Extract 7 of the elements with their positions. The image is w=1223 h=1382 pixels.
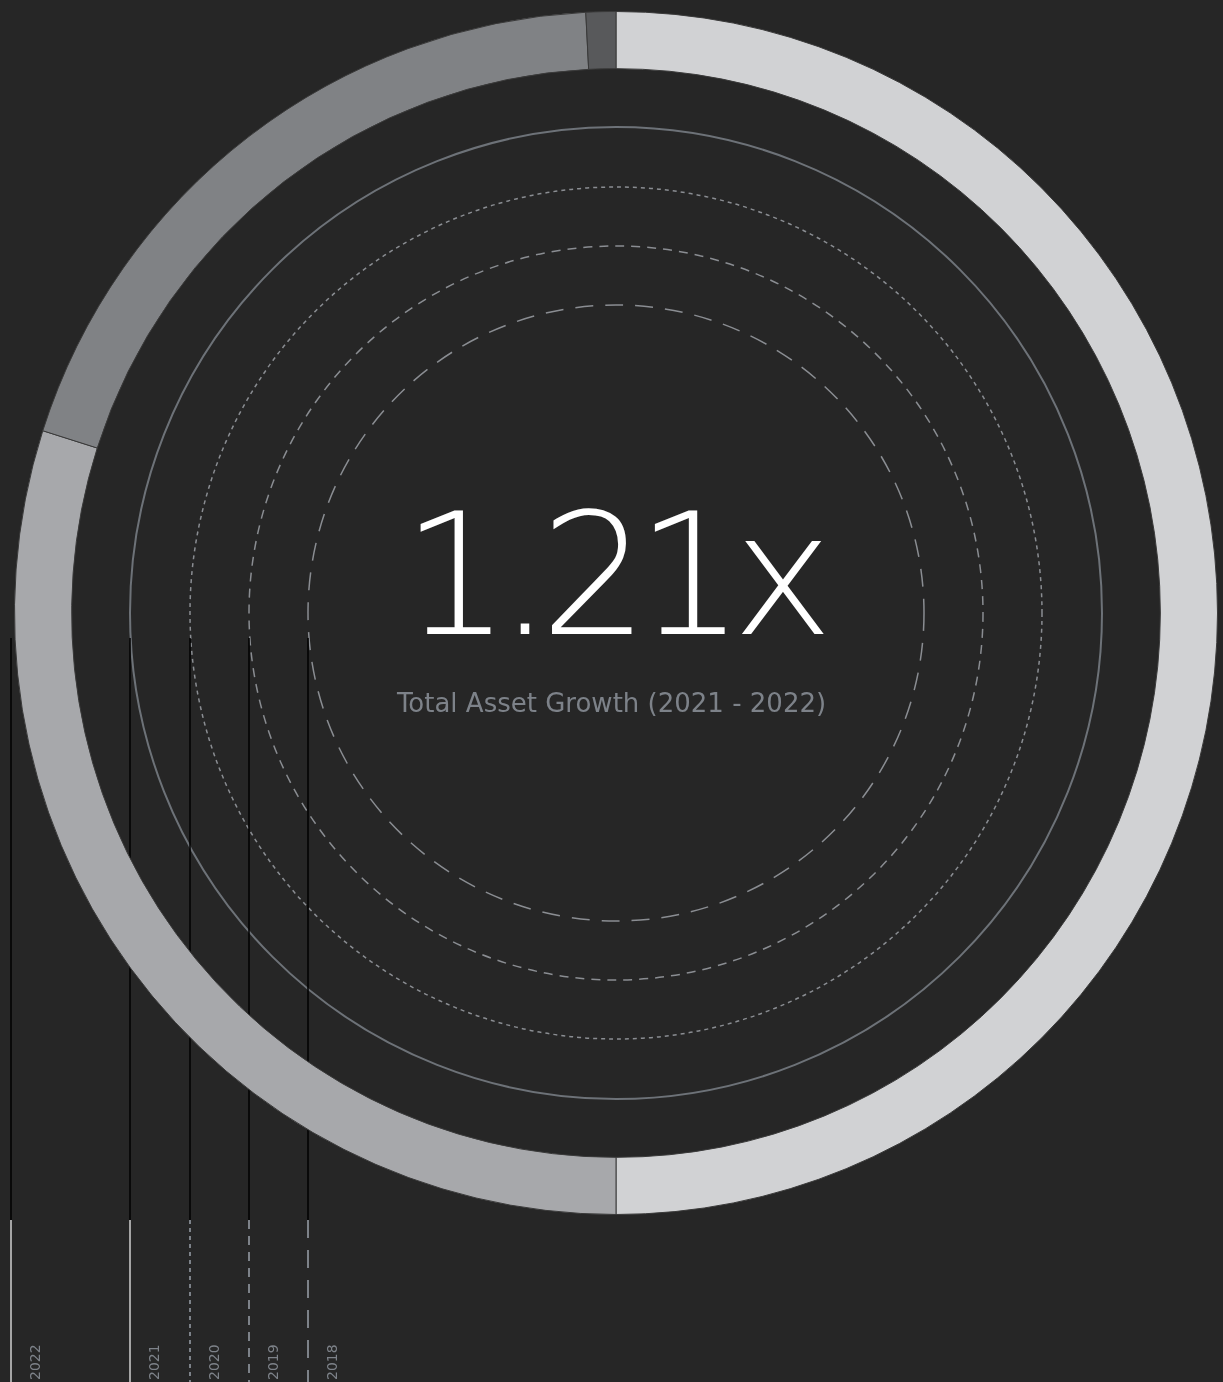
text: 2020 bbox=[206, 1344, 222, 1380]
text: 2021 bbox=[146, 1344, 162, 1380]
text: 2022 bbox=[27, 1344, 43, 1380]
text: 2019 bbox=[265, 1344, 281, 1380]
text: Total Asset Growth (2021 - 2022) bbox=[395, 688, 828, 718]
text: 1.21x bbox=[400, 475, 823, 675]
text: 2018 bbox=[324, 1344, 340, 1380]
